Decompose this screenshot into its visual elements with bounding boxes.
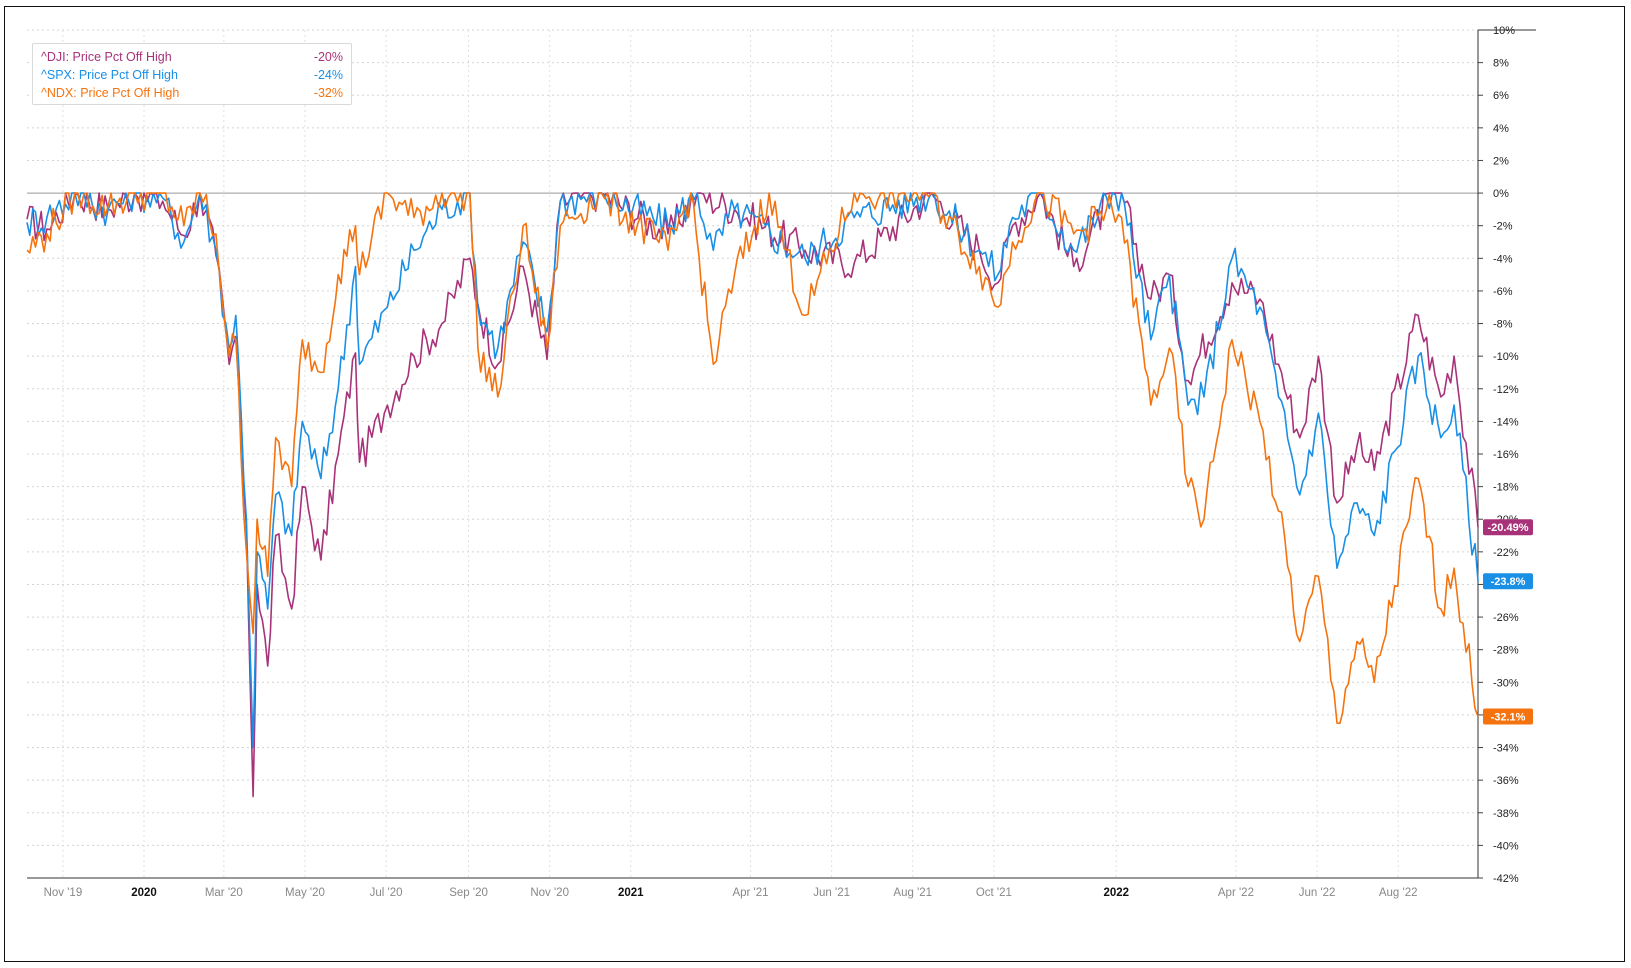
y-tick-label: -2% xyxy=(1493,221,1513,233)
x-tick-label: Jun '21 xyxy=(813,887,850,899)
y-tick-label: 0% xyxy=(1493,188,1509,200)
y-tick-label: -22% xyxy=(1493,547,1519,559)
x-tick-label: Aug '21 xyxy=(893,887,932,899)
last-value-badge-ndx xyxy=(1483,708,1533,725)
legend-value-dji: -20% xyxy=(313,50,343,64)
y-tick-label: -26% xyxy=(1493,612,1519,624)
y-tick-label: -18% xyxy=(1493,482,1519,494)
y-tick-label: 2% xyxy=(1493,155,1509,167)
legend-label-dji: ^DJI: Price Pct Off High xyxy=(41,50,172,64)
y-tick-label: -40% xyxy=(1493,840,1519,852)
series-line-dji xyxy=(26,192,1479,798)
y-tick-label: -6% xyxy=(1493,286,1513,298)
chart-frame: 10% 8% 6% 4% 2% 0% -2% -4% -6% -8% -10% -12% -14% -16… xyxy=(4,6,1625,962)
x-tick-label: Apr '21 xyxy=(732,887,768,899)
x-tick-label: Nov '19 xyxy=(44,887,83,899)
x-tick-label: Sep '20 xyxy=(449,887,488,899)
x-tick-label: Mar '20 xyxy=(205,887,243,899)
series-line-ndx xyxy=(26,192,1479,725)
x-tick-label: Aug '22 xyxy=(1379,887,1418,899)
gridlines xyxy=(27,29,1478,879)
y-tick-label: 10% xyxy=(1493,25,1515,37)
x-tick-label: 2022 xyxy=(1103,887,1129,899)
x-tick-label: Oct '21 xyxy=(976,887,1012,899)
series-line-spx xyxy=(26,192,1479,749)
y-tick-label: 6% xyxy=(1493,90,1509,102)
line-chart: 10% 8% 6% 4% 2% 0% -2% -4% -6% -8% -10% -12% -14% -16… xyxy=(26,25,1536,899)
legend-value-ndx: -32% xyxy=(313,86,343,100)
y-tick-label: -30% xyxy=(1493,677,1519,689)
y-tick-label: -8% xyxy=(1493,319,1513,331)
y-tick-label: -16% xyxy=(1493,449,1519,461)
y-tick-label: -10% xyxy=(1493,351,1519,363)
legend-row-spx: ^SPX: Price Pct Off High -24% xyxy=(41,66,343,84)
legend: ^DJI: Price Pct Off High -20% ^SPX: Pric… xyxy=(32,43,352,105)
y-tick-label: -28% xyxy=(1493,645,1519,657)
x-tick-label: Jul '20 xyxy=(370,887,403,899)
x-tick-label: 2021 xyxy=(618,887,644,899)
last-value-badge-dji xyxy=(1483,519,1533,536)
last-value-badge-spx xyxy=(1483,573,1533,590)
legend-label-spx: ^SPX: Price Pct Off High xyxy=(41,68,178,82)
y-tick-label: 8% xyxy=(1493,58,1509,70)
x-tick-label: 2020 xyxy=(131,887,157,899)
y-tick-label: -12% xyxy=(1493,384,1519,396)
y-tick-label: -14% xyxy=(1493,416,1519,428)
last-value-label-dji: -20.49% xyxy=(1488,522,1529,534)
last-value-label-spx: -23.8% xyxy=(1491,576,1526,588)
x-tick-label: Apr '22 xyxy=(1218,887,1254,899)
x-tick-label: Nov '20 xyxy=(530,887,569,899)
x-tick-label: May '20 xyxy=(285,887,325,899)
y-tick-label: 4% xyxy=(1493,123,1509,135)
legend-label-ndx: ^NDX: Price Pct Off High xyxy=(41,86,180,100)
last-value-label-ndx: -32.1% xyxy=(1491,712,1526,724)
y-tick-label: -36% xyxy=(1493,775,1519,787)
y-tick-label: -4% xyxy=(1493,253,1513,265)
y-tick-label: -42% xyxy=(1493,873,1519,885)
legend-row-ndx: ^NDX: Price Pct Off High -32% xyxy=(41,84,343,102)
x-tick-label: Jun '22 xyxy=(1299,887,1336,899)
legend-row-dji: ^DJI: Price Pct Off High -20% xyxy=(41,48,343,66)
y-tick-label: -38% xyxy=(1493,808,1519,820)
legend-value-spx: -24% xyxy=(313,68,343,82)
y-tick-label: -34% xyxy=(1493,743,1519,755)
